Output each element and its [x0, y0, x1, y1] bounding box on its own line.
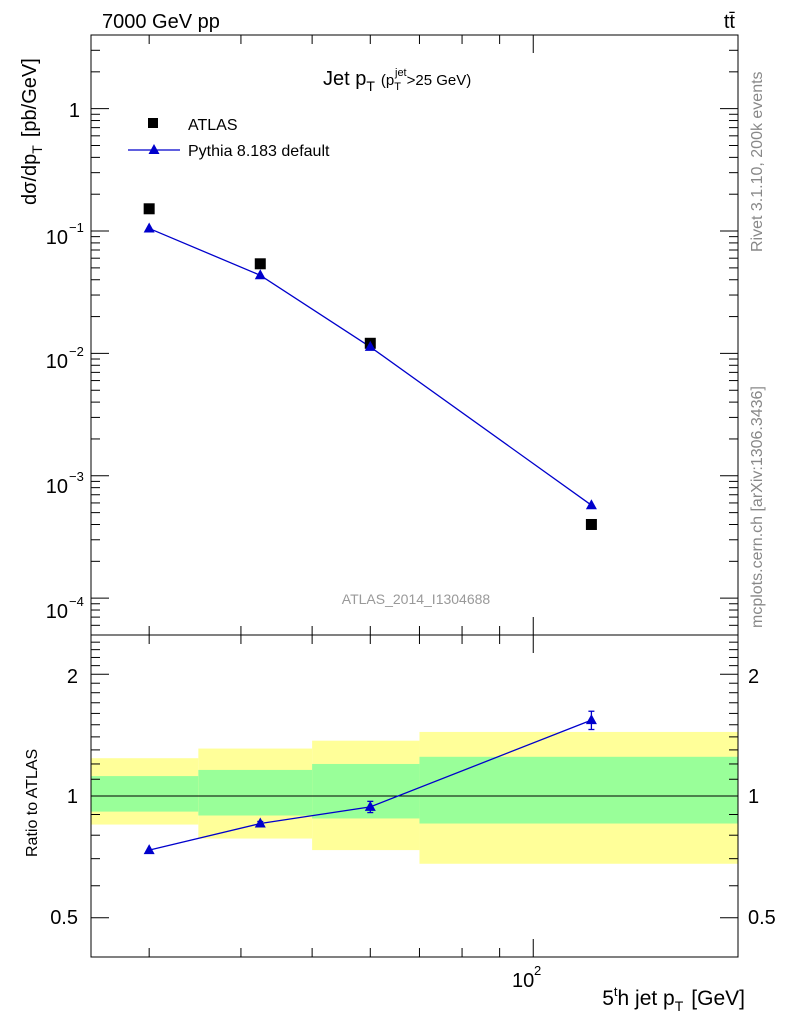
green-band-1: [198, 769, 313, 816]
ratio-y-tick-2-right: 2: [748, 666, 759, 688]
ratio-line: [149, 719, 592, 851]
pythia-point: [254, 269, 266, 280]
ratio-y-tick-2: 2: [67, 666, 78, 688]
y-tick-0.001: 10: [46, 476, 68, 498]
legend-pythia-label: Pythia 8.183 default: [188, 143, 330, 160]
y-tick-0.001-exp: −3: [69, 469, 84, 484]
green-band-3: [419, 756, 738, 824]
legend-atlas-marker: [148, 118, 158, 128]
ratio-y-tick-labels-right: 2 1 0.5: [748, 666, 776, 929]
axis-ticks: [91, 34, 738, 957]
ratio-point: [143, 844, 155, 855]
y-tick-0.0001-exp: −4: [69, 594, 84, 609]
rivet-label: Rivet 3.1.10, 200k events: [749, 71, 766, 252]
atlas-point: [143, 203, 155, 215]
ratio-y-tick-0.5-right: 0.5: [748, 907, 776, 929]
ratio-y-tick-0.5: 0.5: [50, 907, 78, 929]
ratio-point: [585, 714, 597, 725]
ratio-y-tick-1-right: 1: [748, 786, 759, 808]
main-y-axis-label: dσ/dpT[pb/GeV]: [19, 58, 45, 205]
legend-pythia-marker: [148, 144, 160, 154]
green-band-0: [91, 776, 199, 812]
plot-title: Jet pT (pTjet>25 GeV): [323, 67, 471, 94]
x-axis-label: 5th jet pT [GeV]: [602, 984, 745, 1014]
ratio-y-axis-label: Ratio to ATLAS: [24, 749, 41, 857]
uncertainty-bands: [91, 731, 738, 864]
legend: ATLAS Pythia 8.183 default: [128, 117, 330, 160]
ratio-point: [254, 817, 266, 828]
ratio-y-tick-1: 1: [67, 786, 78, 808]
atlas-point: [254, 258, 266, 270]
ratio-y-tick-labels-left: 2 1 0.5: [50, 666, 78, 929]
pythia-line: [148, 227, 592, 506]
pythia-point: [364, 340, 376, 351]
y-tick-1: 1: [69, 100, 80, 122]
y-tick-0.1-exp: −1: [69, 220, 84, 235]
pythia-point: [585, 499, 597, 510]
process-label: tt̄: [724, 11, 736, 33]
mcplots-label: mcplots.cern.ch [arXiv:1306.3436]: [749, 386, 766, 628]
main-data: [143, 203, 597, 530]
energy-label: 7000 GeV pp: [102, 11, 220, 33]
y-tick-0.1: 10: [46, 227, 68, 249]
legend-atlas-label: ATLAS: [188, 117, 238, 134]
x-tick-100: 10: [512, 970, 534, 992]
pythia-point: [143, 222, 155, 233]
atlas-point: [585, 518, 597, 530]
x-tick-100-exp: 2: [534, 963, 541, 978]
main-y-tick-labels: 1 10 −1 10 −2 10 −3 10 −4: [46, 100, 84, 623]
y-tick-0.01-exp: −2: [69, 344, 84, 359]
y-tick-0.01: 10: [46, 351, 68, 373]
ratio-point: [364, 800, 376, 811]
ratio-data: [143, 710, 597, 855]
analysis-watermark: ATLAS_2014_I1304688: [342, 591, 491, 607]
y-tick-0.0001: 10: [46, 601, 68, 623]
